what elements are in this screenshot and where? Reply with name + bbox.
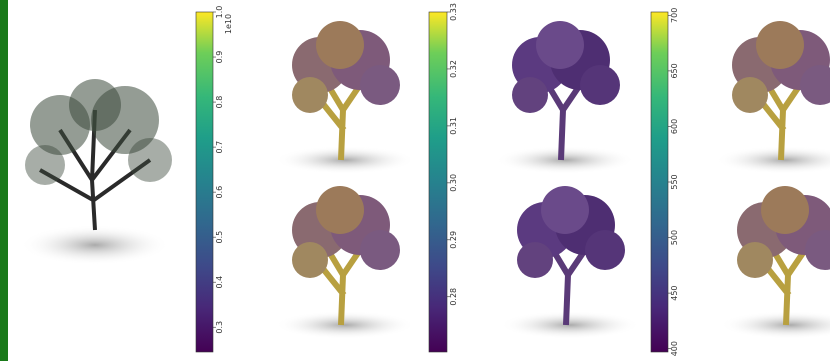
tick-label: 0.8 <box>215 96 224 109</box>
tick-label: 0.31 <box>449 117 458 135</box>
tick-label: 450 <box>670 285 679 300</box>
tick-label: 550 <box>670 174 679 189</box>
tick-label: 600 <box>670 119 679 134</box>
tick-label: 0.28 <box>449 288 458 306</box>
tree-render <box>275 21 830 339</box>
tick-label: 0.7 <box>215 141 224 154</box>
tick-label: 0.5 <box>215 231 224 244</box>
input-tree <box>20 79 172 265</box>
colorbar <box>650 11 669 353</box>
tick-label: 0.9 <box>215 51 224 64</box>
tick-label: 650 <box>670 63 679 78</box>
colorbar <box>428 11 448 353</box>
tick-label: 400 <box>670 341 679 356</box>
tick-label: 0.4 <box>215 276 224 289</box>
offset-label: 1e10 <box>224 14 233 34</box>
tick-label: 500 <box>670 230 679 245</box>
tick-label: 0.30 <box>449 174 458 192</box>
tick-label: 0.33 <box>449 3 458 21</box>
tick-label: 1.0 <box>215 6 224 19</box>
colorbar <box>195 11 214 353</box>
side-border <box>0 0 8 361</box>
tick-label: 700 <box>670 8 679 23</box>
tick-label: 0.29 <box>449 231 458 249</box>
tick-label: 0.6 <box>215 186 224 199</box>
tick-label: 0.3 <box>215 321 224 334</box>
tick-label: 0.32 <box>449 60 458 78</box>
